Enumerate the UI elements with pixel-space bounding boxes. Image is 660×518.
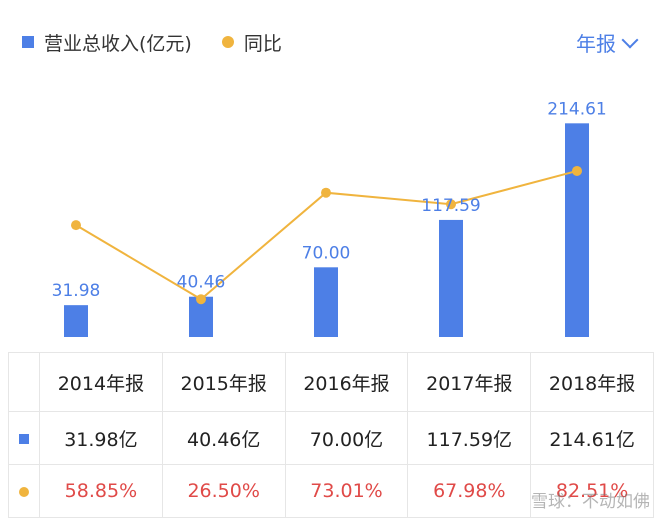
legend-revenue-label: 营业总收入(亿元)	[44, 32, 192, 55]
table-cell: 40.46亿	[161, 411, 286, 465]
revenue-bar	[565, 123, 589, 337]
chart-legend: 营业总收入(亿元) 同比	[22, 29, 282, 56]
table-cell: 214.61亿	[530, 411, 654, 465]
table-header-cell: 2016年报	[284, 352, 409, 412]
table-cell: 31.98亿	[39, 411, 163, 465]
revenue-chart: 31.98 40.46 70.00 117.59 214.61	[52, 99, 607, 337]
table-row-revenue: 31.98亿 40.46亿 70.00亿 117.59亿 214.61亿	[8, 411, 654, 465]
table-cell: 70.00亿	[284, 411, 409, 465]
data-table: 2014年报 2015年报 2016年报 2017年报 2018年报 31.98…	[8, 352, 654, 518]
period-selector-label: 年报	[576, 32, 616, 56]
table-row-yoy: 58.85% 26.50% 73.01% 67.98% 82.51%	[8, 464, 654, 518]
legend-revenue[interactable]: 营业总收入(亿元)	[22, 29, 192, 56]
table-header-cell: 2015年报	[161, 352, 286, 412]
chevron-down-icon	[621, 31, 639, 48]
bar-value-label: 70.00	[302, 243, 351, 263]
revenue-row-marker	[8, 411, 40, 465]
table-cell: 26.50%	[161, 464, 286, 518]
table-cell: 73.01%	[284, 464, 409, 518]
table-corner-cell	[8, 352, 40, 412]
dot-marker-icon	[19, 487, 29, 497]
table-cell: 82.51%	[530, 464, 654, 518]
line-legend-marker-icon	[221, 36, 234, 48]
revenue-bar	[439, 219, 463, 337]
bar-value-label: 117.59	[421, 196, 480, 216]
period-selector[interactable]: 年报	[576, 28, 639, 57]
yoy-point	[446, 199, 456, 210]
bar-legend-marker-icon	[22, 36, 34, 48]
revenue-bar	[64, 305, 88, 337]
table-header-cell: 2014年报	[39, 352, 163, 412]
yoy-point	[196, 294, 206, 305]
table-cell: 67.98%	[407, 464, 532, 518]
bar-value-label: 40.46	[177, 273, 226, 293]
yoy-point	[572, 165, 582, 176]
table-header-row: 2014年报 2015年报 2016年报 2017年报 2018年报	[8, 352, 654, 412]
yoy-point	[71, 220, 81, 231]
yoy-point	[321, 187, 331, 198]
legend-yoy-label: 同比	[243, 32, 282, 55]
yoy-row-marker	[8, 464, 40, 518]
table-cell: 58.85%	[39, 464, 163, 518]
table-header-cell: 2018年报	[530, 352, 654, 412]
table-header-cell: 2017年报	[407, 352, 532, 412]
revenue-bar	[314, 267, 338, 337]
bar-value-label: 214.61	[547, 99, 606, 119]
square-marker-icon	[19, 434, 29, 444]
bar-value-label: 31.98	[52, 281, 101, 301]
table-cell: 117.59亿	[407, 411, 532, 465]
legend-yoy[interactable]: 同比	[192, 29, 282, 56]
watermark: 雪球：不动如佛	[531, 492, 650, 512]
